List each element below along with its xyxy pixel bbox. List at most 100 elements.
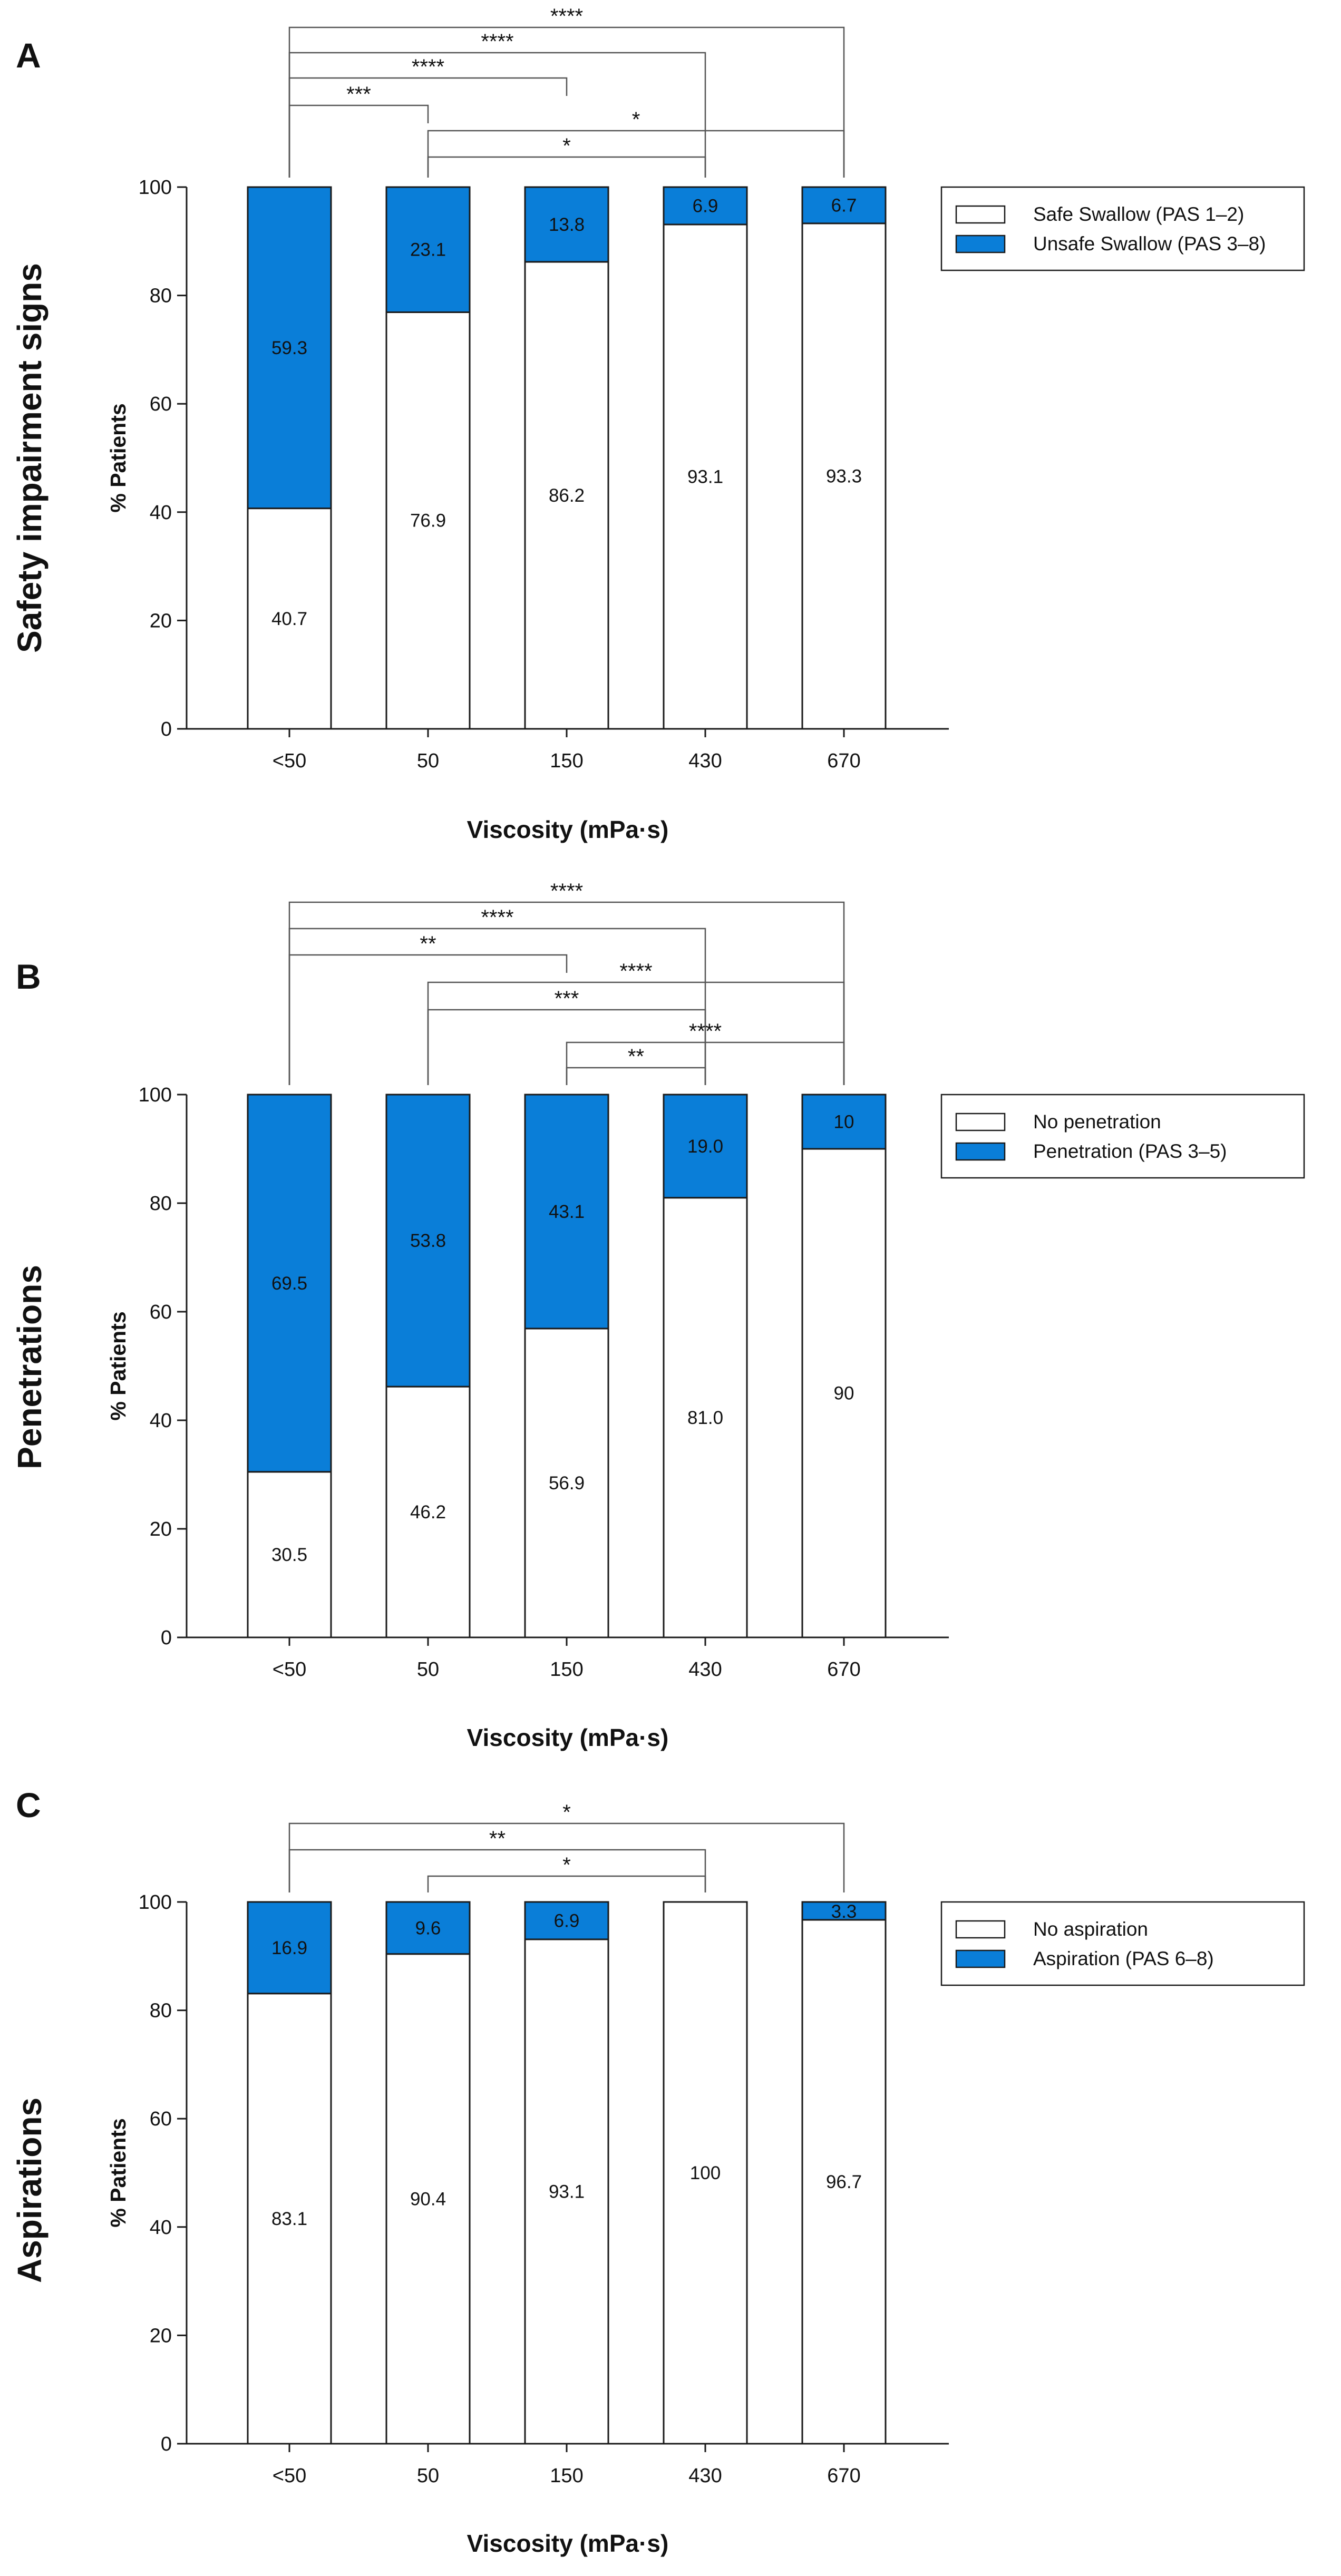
significance-bracket xyxy=(427,1875,706,1892)
significance-stars: * xyxy=(562,134,571,158)
data-label: 3.3 xyxy=(831,1901,857,1922)
y-axis-title: % Patients xyxy=(106,2118,130,2227)
bar-segment-penetration xyxy=(801,1094,887,1150)
x-axis-title: Viscosity (mPa·s) xyxy=(467,2530,669,2557)
y-tick-label: 0 xyxy=(161,1627,172,1649)
significance-stars: **** xyxy=(689,1020,722,1043)
y-tick-label: 60 xyxy=(150,393,172,415)
bar-segment-no-penetration xyxy=(663,1197,748,1638)
bar-segment-safe xyxy=(801,222,887,730)
legend-swatch xyxy=(955,1142,1006,1161)
significance-stars: **** xyxy=(481,906,513,929)
y-tick-label: 80 xyxy=(150,285,172,307)
bar-segment-unsafe xyxy=(524,186,609,263)
panel-letter: B xyxy=(16,957,41,996)
bar-segment-penetration xyxy=(247,1094,332,1473)
x-tick-label: 670 xyxy=(827,750,860,772)
y-tick-label: 20 xyxy=(150,610,172,632)
bar-segment-no-penetration xyxy=(801,1148,887,1638)
data-label: 86.2 xyxy=(549,485,585,506)
bar-segment-safe xyxy=(524,261,609,730)
x-tick-label: 670 xyxy=(827,2465,860,2487)
data-label: 100 xyxy=(690,2163,721,2183)
data-label: 76.9 xyxy=(410,511,446,531)
legend-swatch xyxy=(955,205,1006,224)
data-label: 81.0 xyxy=(687,1408,723,1428)
x-tick-label: 150 xyxy=(550,2465,583,2487)
bar-segment-aspiration xyxy=(385,1901,471,1955)
y-axis-title: % Patients xyxy=(106,403,130,512)
data-label: 40.7 xyxy=(271,609,307,629)
significance-bracket xyxy=(427,981,845,1085)
x-tick-label: <50 xyxy=(273,2465,306,2487)
data-label: 69.5 xyxy=(271,1273,307,1294)
legend: No penetration Penetration (PAS 3–5) xyxy=(940,1094,1305,1179)
legend-swatch xyxy=(955,235,1006,253)
panel-a: A Safety impairment signs 0 20 40 60 80 100 % Pa… xyxy=(11,5,1305,843)
legend-label: Penetration (PAS 3–5) xyxy=(1033,1140,1227,1162)
y-tick-label: 100 xyxy=(139,1084,172,1106)
x-tick-label: 150 xyxy=(550,750,583,772)
x-axis-title: Viscosity (mPa·s) xyxy=(467,816,669,843)
panel-c: C Aspirations 0 20 40 60 80 100 % Patients <50 50 1… xyxy=(11,1785,1305,2557)
significance-bracket xyxy=(427,130,845,178)
y-tick-label: 60 xyxy=(150,2108,172,2130)
legend-swatch xyxy=(955,1920,1006,1939)
x-tick-label: 50 xyxy=(417,1658,439,1681)
y-tick-label: 40 xyxy=(150,2217,172,2239)
y-tick-label: 40 xyxy=(150,1410,172,1432)
bar-segment-safe xyxy=(385,311,471,730)
significance-stars: ** xyxy=(489,1827,506,1850)
bar-segment-no-penetration xyxy=(247,1471,332,1638)
data-label: 13.8 xyxy=(549,214,585,235)
legend: Safe Swallow (PAS 1–2) Unsafe Swallow (PA… xyxy=(940,186,1305,271)
data-label: 56.9 xyxy=(549,1473,585,1494)
significance-bracket xyxy=(566,1067,706,1085)
significance-bracket xyxy=(288,52,706,178)
x-tick-label: 670 xyxy=(827,1658,860,1681)
bar-segment-penetration xyxy=(663,1094,748,1199)
y-tick-label: 80 xyxy=(150,2000,172,2022)
bar-segment-no-aspiration xyxy=(524,1938,609,2445)
significance-bracket xyxy=(427,156,706,178)
data-label: 6.9 xyxy=(554,1910,580,1931)
bar-segment-no-aspiration xyxy=(247,1993,332,2445)
significance-stars: *** xyxy=(555,987,579,1010)
x-tick-label: <50 xyxy=(273,1658,306,1681)
significance-bracket xyxy=(288,954,568,1085)
row-label: Penetrations xyxy=(11,1265,48,1469)
bar-segment-no-aspiration xyxy=(385,1953,471,2445)
significance-stars: **** xyxy=(481,30,513,53)
y-tick-label: 100 xyxy=(139,177,172,199)
y-tick-label: 40 xyxy=(150,502,172,524)
bar-segment-unsafe xyxy=(385,186,471,313)
y-tick-label: 0 xyxy=(161,2433,172,2455)
row-label: Safety impairment signs xyxy=(11,263,48,653)
y-axis-title: % Patients xyxy=(106,1311,130,1420)
x-tick-label: 50 xyxy=(417,750,439,772)
legend-box xyxy=(940,186,1305,271)
significance-stars: * xyxy=(562,1801,571,1824)
y-tick-label: 80 xyxy=(150,1193,172,1215)
significance-stars: **** xyxy=(550,5,583,28)
bar-segment-no-aspiration xyxy=(801,1919,887,2445)
bar-segment-no-penetration xyxy=(385,1385,471,1638)
bar-segment-penetration xyxy=(385,1094,471,1388)
x-tick-label: 150 xyxy=(550,1658,583,1681)
y-tick-label: 100 xyxy=(139,1891,172,1914)
bar-segment-no-aspiration xyxy=(663,1901,748,2445)
data-label: 43.1 xyxy=(549,1202,585,1222)
significance-stars: **** xyxy=(412,55,444,79)
bar-segment-aspiration xyxy=(247,1901,332,1995)
data-label: 6.9 xyxy=(693,196,718,216)
bar-segment-safe xyxy=(247,508,332,730)
data-label: 23.1 xyxy=(410,240,446,260)
data-label: 30.5 xyxy=(271,1545,307,1565)
y-tick-label: 0 xyxy=(161,718,172,740)
x-axis-title: Viscosity (mPa·s) xyxy=(467,1724,669,1751)
data-label: 90 xyxy=(834,1383,854,1404)
bar-segment-unsafe xyxy=(801,186,887,225)
significance-stars: ** xyxy=(420,932,436,955)
legend-swatch xyxy=(955,1949,1006,1968)
